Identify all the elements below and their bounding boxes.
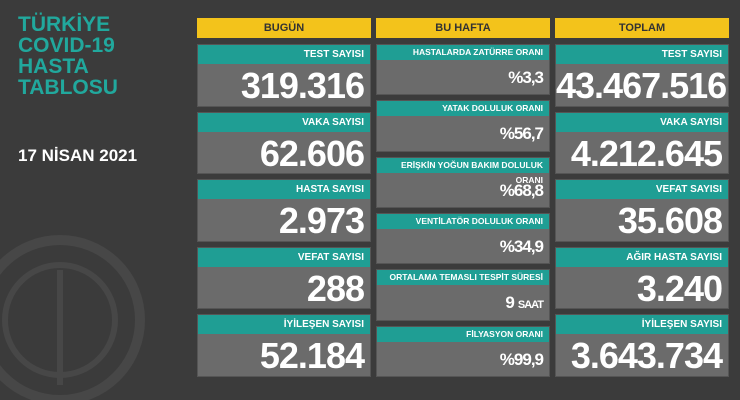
card-value: %68,8 [377,173,549,209]
card: FİLYASYON ORANI %99,9 [376,325,550,378]
card-value: %34,9 [377,229,549,265]
card-label: VENTİLATÖR DOLULUK ORANI [377,214,549,229]
value-number: 52.184 [259,335,365,377]
value-number: 9 [505,293,515,313]
value-number: %56,7 [499,124,544,144]
card-label: ORTALAMA TEMASLI TESPİT SÜRESİ [377,270,549,286]
card: AĞIR HASTA SAYISI 3.240 [555,246,729,311]
title-line: TABLOSU [18,76,118,99]
date: 17 NİSAN 2021 [18,146,138,165]
value-number: 3.240 [636,267,723,309]
card-label: HASTA SAYISI [198,180,370,200]
card: VAKA SAYISI 62.606 [197,111,371,176]
card-label: VEFAT SAYISI [556,180,728,200]
card-value: 4.212.645 [556,132,728,176]
card-label: TEST SAYISI [198,45,370,64]
title-line: HASTA [18,55,89,78]
value-number: 4.212.645 [570,132,723,174]
card-value: %99,9 [377,342,549,378]
card-value: 62.606 [198,132,370,176]
card-label: FİLYASYON ORANI [377,326,549,342]
value-number: 2.973 [278,200,365,242]
card-value: %3,3 [377,60,549,96]
card: VENTİLATÖR DOLULUK ORANI %34,9 [376,213,550,265]
value-unit: SAAT [517,299,544,312]
card-value: 52.184 [198,334,370,378]
title-line: TÜRKİYE [18,13,111,36]
card-label: VAKA SAYISI [556,112,728,132]
card: ERİŞKİN YOĞUN BAKIM DOLULUK ORANI %68,8 [376,156,550,209]
card-label: VEFAT SAYISI [198,247,370,267]
card-value: 2.973 [198,199,370,243]
card-label: AĞIR HASTA SAYISI [556,247,728,267]
card-label: YATAK DOLULUK ORANI [377,101,549,117]
card-value: 9 SAAT [377,285,549,323]
card-value: 35.608 [556,199,728,243]
value-number: 319.316 [240,65,365,106]
card: İYİLEŞEN SAYISI 3.643.734 [555,314,729,377]
value-number: %99,9 [499,349,544,369]
card: VEFAT SAYISI 35.608 [555,179,729,242]
value-number: 288 [306,267,365,309]
card: TEST SAYISI 43.467.516 [555,44,729,107]
card: HASTALARDA ZATÜRRE ORANI %3,3 [376,44,550,96]
card: HASTA SAYISI 2.973 [197,179,371,242]
title-line: COVID-19 [18,34,115,57]
title: TÜRKİYE COVID-19 HASTA TABLOSU [18,14,118,98]
card-label: ERİŞKİN YOĞUN BAKIM DOLULUK ORANI [377,157,549,185]
column-header: BU HAFTA [376,18,550,38]
value-number: %3,3 [508,68,544,87]
card-label: HASTALARDA ZATÜRRE ORANI [377,45,549,60]
value-number: 43.467.516 [556,65,727,106]
card-value: 288 [198,267,370,311]
card-value: 43.467.516 [556,64,728,108]
value-number: 62.606 [259,132,365,174]
card-label: TEST SAYISI [556,45,728,64]
value-number: 3.643.734 [570,335,723,377]
card: ORTALAMA TEMASLI TESPİT SÜRESİ 9 SAAT [376,269,550,323]
value-number: %34,9 [499,237,544,256]
card-label: VAKA SAYISI [198,112,370,132]
card: YATAK DOLULUK ORANI %56,7 [376,100,550,152]
column-header: TOPLAM [555,18,729,38]
card-value: %56,7 [377,116,549,152]
card: TEST SAYISI 319.316 [197,44,371,107]
emblem [0,235,145,400]
card: İYİLEŞEN SAYISI 52.184 [197,314,371,377]
card-label: İYİLEŞEN SAYISI [198,315,370,335]
column-header: BUGÜN [197,18,371,38]
card-value: 3.643.734 [556,334,728,378]
value-number: %68,8 [499,180,544,200]
card-value: 3.240 [556,267,728,311]
card-label: İYİLEŞEN SAYISI [556,315,728,335]
card-value: 319.316 [198,64,370,108]
card: VAKA SAYISI 4.212.645 [555,111,729,176]
card: VEFAT SAYISI 288 [197,246,371,311]
value-number: 35.608 [617,200,723,242]
